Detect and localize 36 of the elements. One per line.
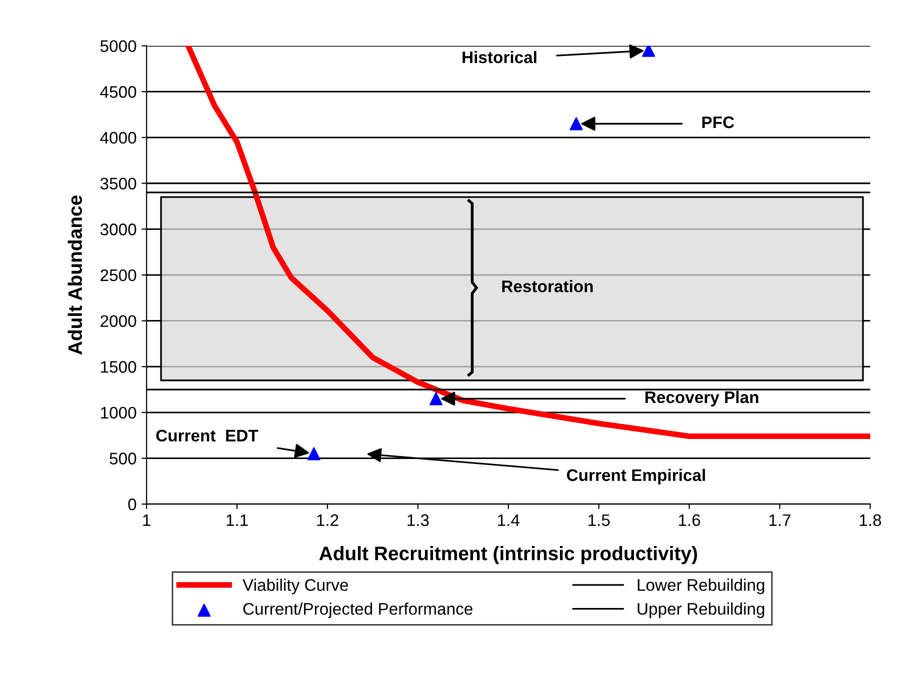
- legend-label: Viability Curve: [242, 578, 348, 594]
- x-tick-label: 1.3: [408, 514, 429, 526]
- y-tick-label: 0: [128, 498, 136, 510]
- y-tick-label: 1500: [101, 361, 136, 373]
- point: [642, 46, 656, 57]
- y-axis-title: Adult Abundance: [68, 196, 82, 355]
- x-tick-label: 1: [143, 514, 150, 526]
- x-tick-label: 1.7: [769, 514, 790, 526]
- point: [430, 392, 443, 406]
- point: [307, 447, 320, 460]
- y-tick-label: 5000: [100, 40, 136, 52]
- x-tick-label: 1.2: [317, 514, 338, 526]
- x-tick-label: 1.6: [678, 514, 700, 526]
- x-axis-title: Adult Recruitment (intrinsic productivity): [319, 546, 698, 564]
- x-tick-label: 1.8: [860, 514, 882, 526]
- y-tick-label: 2500: [100, 269, 136, 282]
- y-tick-label: 500: [110, 452, 136, 464]
- y-tick-label: 2000: [100, 315, 136, 327]
- x-tick-label: 1.4: [498, 514, 520, 526]
- x-tick-label: 1.1: [226, 514, 248, 526]
- annotation: PFC: [702, 116, 734, 128]
- y-tick-label: 4500: [100, 86, 136, 98]
- y-tick-label: 3500: [100, 178, 136, 190]
- annotation: Current Empirical: [566, 468, 705, 484]
- annotation: Historical: [462, 50, 536, 64]
- x-tick-label: 1.5: [588, 514, 610, 526]
- annotation: Recovery Plan: [645, 390, 758, 406]
- y-tick-label: 3000: [100, 224, 136, 236]
- legend-label: Current/Projected Performance: [243, 602, 472, 618]
- band-label: Restoration: [502, 280, 593, 292]
- legend-label: Upper Rebuilding: [638, 602, 764, 618]
- annotation: Current EDT: [156, 430, 258, 442]
- legend-label: Lower Rebuilding: [638, 578, 764, 594]
- y-tick-label: 1000: [101, 406, 136, 419]
- point: [570, 117, 583, 130]
- y-tick-label: 4000: [100, 132, 136, 144]
